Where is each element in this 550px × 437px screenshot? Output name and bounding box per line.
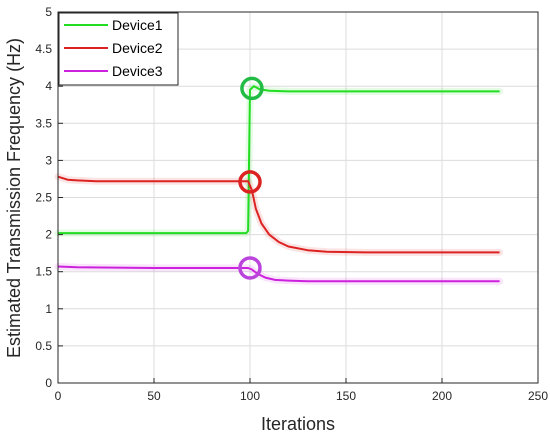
series-line-device1 bbox=[58, 85, 500, 235]
y-tick-label: 0.5 bbox=[35, 339, 52, 353]
y-tick-label: 1 bbox=[45, 302, 52, 316]
x-tick-label: 50 bbox=[147, 389, 161, 403]
x-tick-label: 0 bbox=[55, 389, 62, 403]
marker-layer bbox=[238, 76, 264, 280]
legend-label-device2: Device2 bbox=[112, 40, 163, 56]
series-line-device3 bbox=[57, 265, 500, 283]
legend-label-device1: Device1 bbox=[112, 17, 163, 33]
y-tick-label: 4 bbox=[45, 79, 52, 93]
x-tick-label: 100 bbox=[240, 389, 260, 403]
marker-circle-device3 bbox=[238, 256, 262, 280]
legend: Device1 Device2 Device3 bbox=[58, 12, 179, 86]
y-tick-label: 2 bbox=[45, 228, 52, 242]
marker-circle-device1 bbox=[240, 76, 264, 101]
x-tick-label: 150 bbox=[336, 389, 356, 403]
marker-circle-device2 bbox=[238, 170, 262, 194]
x-tick-label: 250 bbox=[528, 389, 548, 403]
y-tick-label: 5 bbox=[45, 5, 52, 19]
y-tick-label: 3 bbox=[45, 153, 52, 167]
legend-label-device3: Device3 bbox=[112, 63, 163, 79]
y-tick-label: 2.5 bbox=[35, 191, 52, 205]
series-line-device2 bbox=[57, 175, 500, 254]
x-tick-label: 200 bbox=[432, 389, 452, 403]
tick-layer: 0 50 100 150 200 250 0 0.5 1 1.5 2 2.5 3 3.5 4 4.5 5 bbox=[35, 5, 548, 403]
y-tick-label: 4.5 bbox=[35, 42, 52, 56]
y-tick-label: 1.5 bbox=[35, 265, 52, 279]
y-axis-label: Estimated Transmission Frequency (Hz) bbox=[4, 38, 24, 358]
y-tick-label: 3.5 bbox=[35, 116, 52, 130]
series-layer bbox=[54, 82, 504, 285]
grid bbox=[57, 11, 539, 384]
x-axis-label: Iterations bbox=[261, 414, 335, 434]
y-tick-label: 0 bbox=[45, 376, 52, 390]
